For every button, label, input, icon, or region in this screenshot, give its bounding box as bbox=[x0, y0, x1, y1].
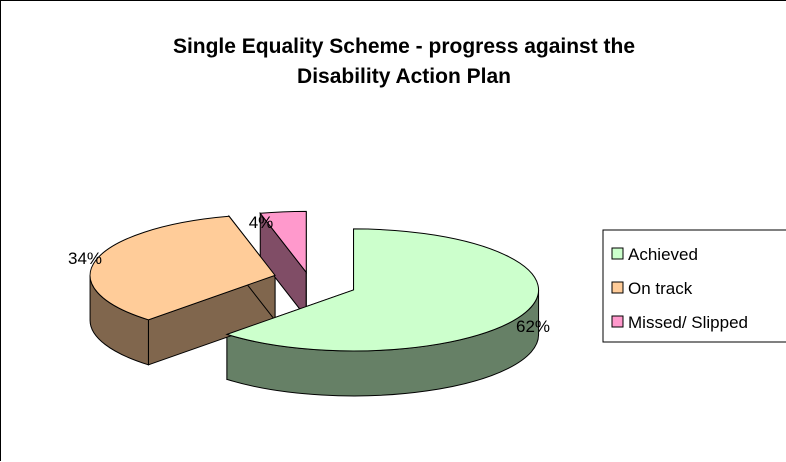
data-label-on-track: 34% bbox=[68, 249, 102, 268]
legend: Achieved On track Missed/ Slipped bbox=[603, 230, 786, 342]
legend-label-missed-slipped: Missed/ Slipped bbox=[628, 313, 748, 332]
legend-swatch-missed-slipped bbox=[612, 316, 623, 327]
data-label-achieved: 62% bbox=[516, 317, 550, 336]
data-label-missed-slipped: 4% bbox=[249, 213, 274, 232]
chart-title-line-1: Single Equality Scheme - progress agains… bbox=[173, 35, 635, 58]
legend-label-achieved: Achieved bbox=[628, 245, 698, 264]
pie-plot bbox=[90, 211, 538, 396]
chart-title-line-2: Disability Action Plan bbox=[297, 65, 511, 88]
legend-label-on-track: On track bbox=[628, 279, 693, 298]
legend-swatch-achieved bbox=[612, 248, 623, 259]
legend-swatch-on-track bbox=[612, 282, 623, 293]
